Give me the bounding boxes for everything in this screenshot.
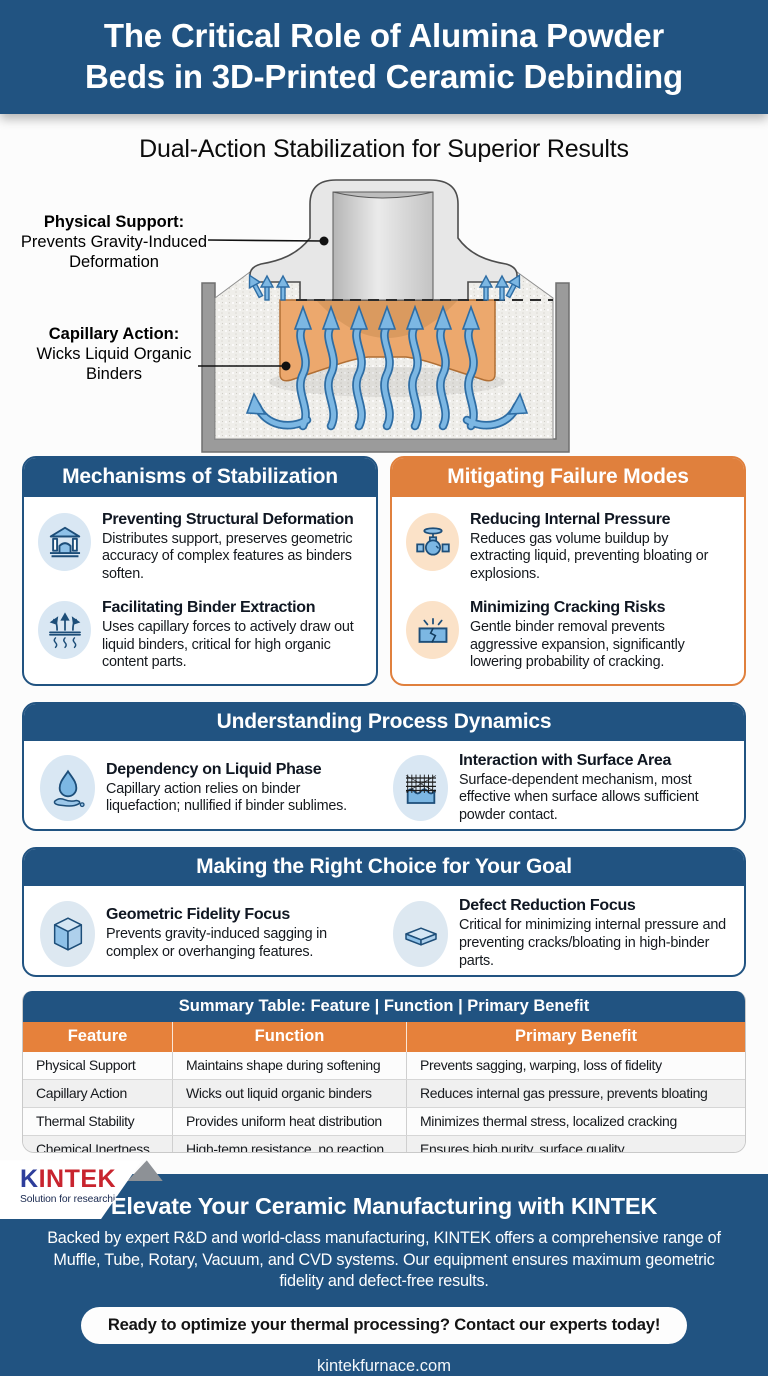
item-text: Critical for minimizing internal pressur… (459, 917, 726, 969)
summary-table-title: Summary Table: Feature | Function | Prim… (23, 990, 745, 1022)
column-header: Feature (23, 1021, 173, 1052)
logo-letters-intek: INTEK (38, 1165, 117, 1194)
list-item: Dependency on Liquid Phase Capillary act… (40, 752, 379, 825)
capillary-action-label: Capillary Action: Wicks Liquid Organic B… (26, 324, 202, 384)
item-text: Reduces gas volume buildup by extracting… (470, 530, 709, 582)
crucible-cross-section-graphic (198, 178, 570, 453)
process-dynamics-panel: Understanding Process Dynamics Dependenc… (22, 701, 746, 832)
list-item: Interaction with Surface Area Surface-de… (393, 752, 732, 825)
contact-cta-button[interactable]: Ready to optimize your thermal processin… (80, 1306, 688, 1344)
cell-benefit: Ensures high purity, surface quality (420, 1140, 625, 1154)
item-title: Facilitating Binder Extraction (102, 599, 316, 617)
table-row: Thermal Stability Provides uniform heat … (23, 1106, 745, 1135)
footer-heading: Elevate Your Ceramic Manufacturing with … (110, 1193, 658, 1220)
cell-function: Wicks out liquid organic binders (173, 1079, 407, 1107)
bank-icon (38, 512, 91, 571)
summary-table: Summary Table: Feature | Function | Prim… (22, 990, 746, 1154)
surface-vapor-arrows (248, 273, 521, 301)
cell-feature: Physical Support (23, 1051, 173, 1079)
list-item: Geometric Fidelity Focus Prevents gravit… (40, 897, 379, 970)
item-text: Capillary action relies on binder liquef… (106, 780, 347, 815)
item-title: Defect Reduction Focus (459, 897, 636, 915)
title-banner: The Critical Role of Alumina Powder Beds… (0, 0, 768, 114)
summary-table-header-row: Feature Function Primary Benefit (23, 1021, 745, 1052)
cell-feature: Capillary Action (23, 1079, 173, 1107)
physical-support-label: Physical Support: Prevents Gravity-Induc… (16, 212, 212, 272)
column-header: Primary Benefit (515, 1026, 637, 1045)
column-header: Function (173, 1021, 407, 1052)
cell-function: Maintains shape during softening (173, 1051, 407, 1079)
item-text: Surface-dependent mechanism, most effect… (459, 771, 699, 824)
physical-support-body: Prevents Gravity-Induced Deformation (20, 232, 208, 271)
cell-benefit: Minimizes thermal stress, localized crac… (420, 1112, 677, 1129)
cell-function: High-temp resistance, no reaction (173, 1135, 407, 1153)
page-title: The Critical Role of Alumina Powder Beds… (85, 16, 683, 95)
slab-icon (393, 900, 448, 967)
cell-feature: Thermal Stability (23, 1107, 173, 1135)
droplet-icon (40, 755, 95, 822)
process-dynamics-title: Understanding Process Dynamics (24, 703, 744, 741)
capillary-action-body: Wicks Liquid Organic Binders (36, 344, 192, 383)
failure-modes-card: Mitigating Failure Modes Reducing Inte (390, 455, 746, 686)
item-title: Dependency on Liquid Phase (106, 760, 322, 778)
right-choice-panel: Making the Right Choice for Your Goal Ge… (22, 847, 746, 977)
list-item: Minimizing Cracking Risks Gentle binder … (406, 599, 732, 672)
list-item: Defect Reduction Focus Critical for mini… (393, 897, 732, 970)
extraction-arrows-icon (38, 601, 91, 660)
surface-mesh-icon (393, 755, 448, 822)
table-row: Chemical Inertness High-temp resistance,… (23, 1134, 745, 1154)
list-item: Preventing Structural Deformation Distri… (38, 511, 364, 584)
subtitle: Dual-Action Stabilization for Superior R… (139, 134, 629, 163)
right-choice-title: Making the Right Choice for Your Goal (24, 849, 744, 887)
crack-icon (406, 601, 459, 660)
debinding-diagram: Physical Support: Prevents Gravity-Induc… (0, 168, 768, 453)
item-text: Gentle binder removal prevents aggressiv… (470, 619, 685, 671)
item-title: Reducing Internal Pressure (470, 510, 671, 528)
mechanisms-card: Mechanisms of Stabilization Preventing S… (22, 455, 378, 686)
footer-body: Backed by expert R&D and world-class man… (47, 1229, 721, 1291)
table-row: Capillary Action Wicks out liquid organi… (23, 1078, 745, 1107)
part-bore (332, 191, 434, 301)
item-text: Uses capillary forces to actively draw o… (102, 619, 354, 671)
cell-benefit: Reduces internal gas pressure, prevents … (420, 1084, 708, 1101)
mechanisms-failure-row: Mechanisms of Stabilization Preventing S… (0, 455, 768, 686)
cell-benefit: Prevents sagging, warping, loss of fidel… (420, 1056, 662, 1073)
list-item: Facilitating Binder Extraction Uses capi… (38, 599, 364, 672)
cube-icon (40, 900, 95, 967)
cell-feature: Chemical Inertness (23, 1135, 173, 1153)
mechanisms-card-title: Mechanisms of Stabilization (24, 457, 376, 497)
footer: KINTEK Solution for researching Elevate … (0, 1160, 768, 1376)
failure-modes-card-title: Mitigating Failure Modes (392, 457, 744, 497)
physical-support-heading: Physical Support: (43, 212, 185, 231)
label-leaders (198, 238, 324, 367)
logo-tagline: Solution for researching (20, 1194, 127, 1206)
item-title: Preventing Structural Deformation (102, 510, 354, 528)
item-title: Interaction with Surface Area (459, 751, 672, 769)
valve-icon (406, 512, 459, 571)
list-item: Reducing Internal Pressure Reduces gas v… (406, 511, 732, 584)
capillary-arrows (245, 304, 529, 430)
kintek-logo-wordmark: KINTEK (20, 1167, 142, 1192)
table-row: Physical Support Maintains shape during … (23, 1051, 745, 1079)
cell-function: Provides uniform heat distribution (173, 1107, 407, 1135)
logo-letter-k: K (20, 1165, 39, 1194)
item-text: Prevents gravity-induced sagging in comp… (106, 926, 327, 960)
item-text: Distributes support, preserves geometric… (102, 530, 353, 582)
item-title: Minimizing Cracking Risks (470, 599, 666, 617)
website-link[interactable]: kintekfurnace.com (317, 1356, 451, 1375)
capillary-action-heading: Capillary Action: (48, 324, 180, 343)
item-title: Geometric Fidelity Focus (106, 906, 290, 924)
